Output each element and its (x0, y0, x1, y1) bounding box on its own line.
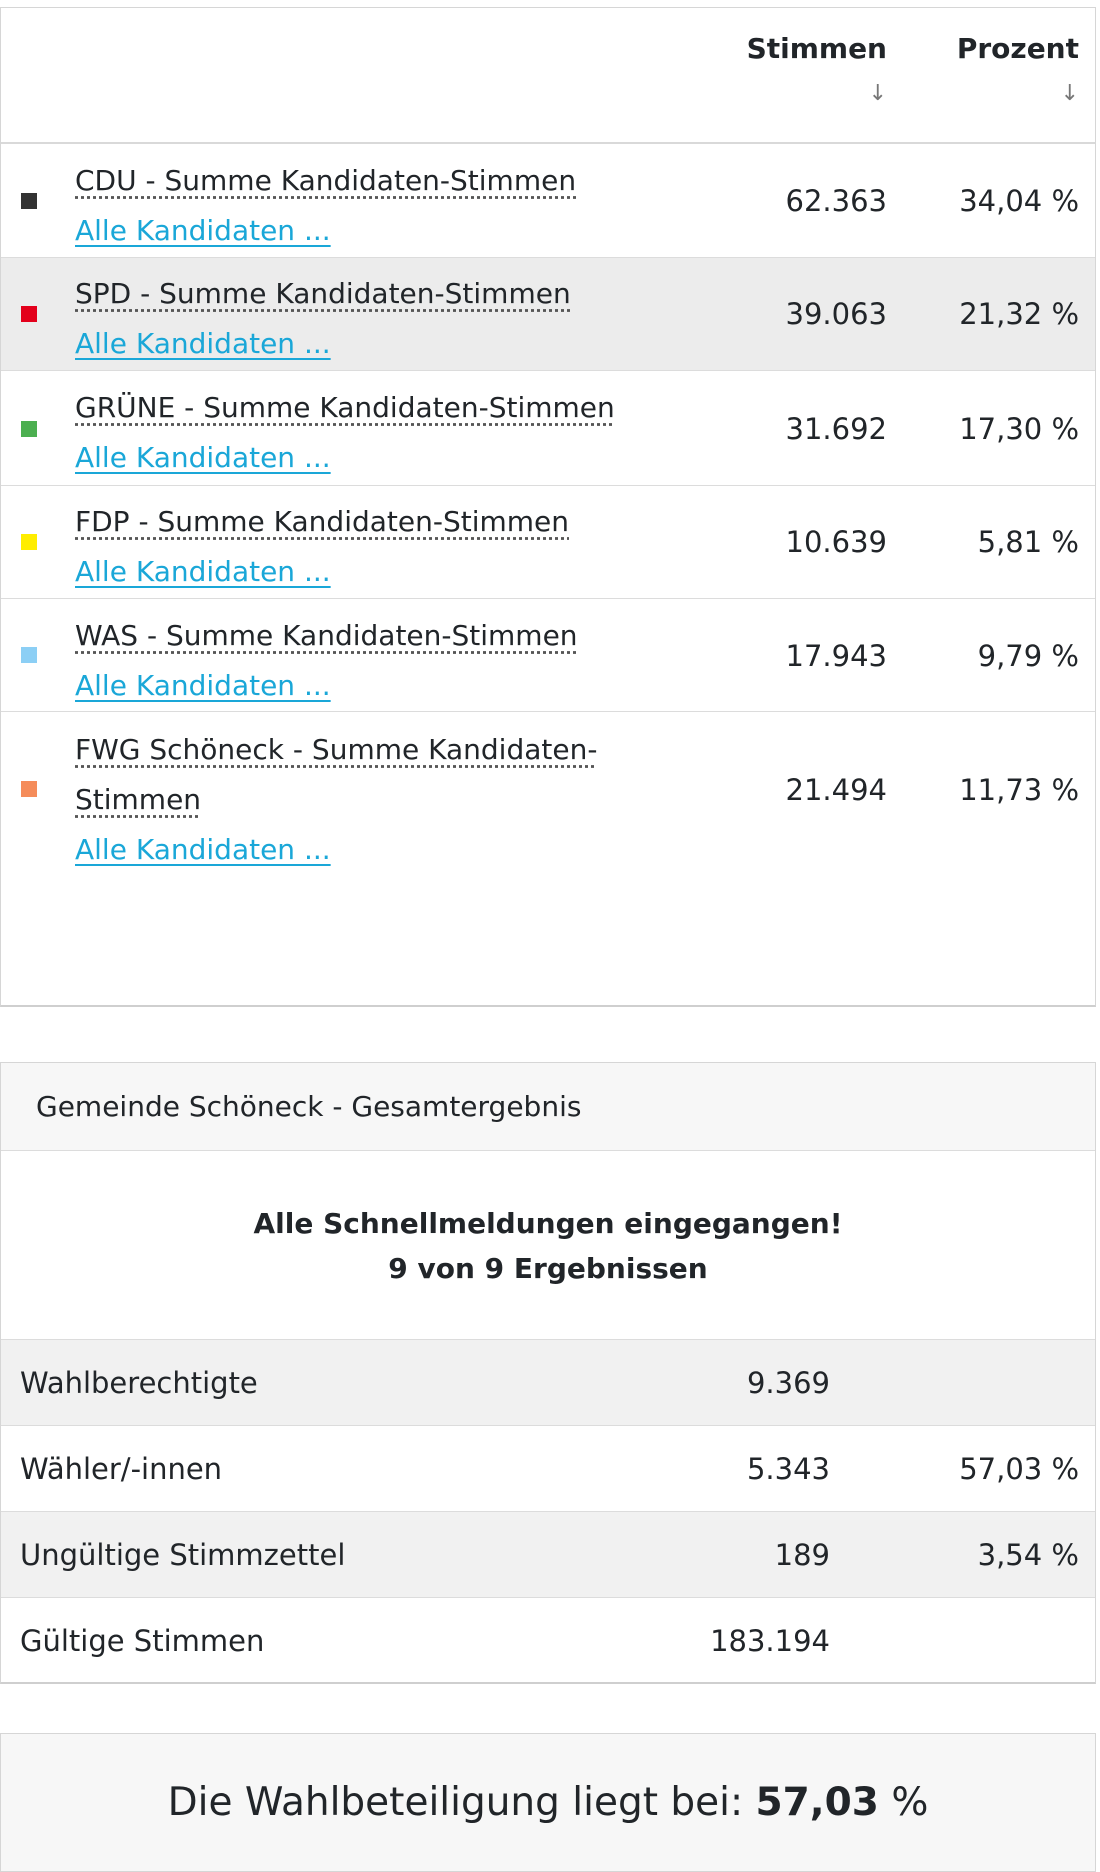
all-candidates-link[interactable]: Alle Kandidaten ... (75, 833, 331, 866)
summary-row-voters: Wähler/-innen 5.343 57,03 % (1, 1425, 1095, 1511)
all-candidates-link[interactable]: Alle Kandidaten ... (75, 441, 331, 474)
votes-value: 10.639 (785, 525, 887, 559)
column-header-percent[interactable]: Prozent ↓ (956, 32, 1079, 106)
votes-value: 21.494 (785, 773, 887, 807)
party-name: FDP - Summe Kandidaten-Stimmen (75, 505, 570, 538)
percent-value: 21,32 % (959, 297, 1079, 331)
party-color-swatch (21, 647, 37, 663)
party-color-swatch (21, 306, 37, 322)
table-row: GRÜNE - Summe Kandidaten-Stimmen Alle Ka… (1, 371, 1095, 486)
all-candidates-link[interactable]: Alle Kandidaten ... (75, 327, 331, 360)
turnout-value: 57,03 (755, 1780, 879, 1825)
percent-value: 9,79 % (977, 639, 1079, 673)
summary-row-eligible-voters: Wahlberechtigte 9.369 (1, 1339, 1095, 1425)
results-table: Stimmen ↓ Prozent ↓ CDU - Summe Kandidat… (0, 7, 1096, 1007)
party-color-swatch (21, 534, 37, 550)
party-name: SPD - Summe Kandidaten-Stimmen (75, 277, 571, 310)
table-row: FDP - Summe Kandidaten-Stimmen Alle Kand… (1, 486, 1095, 599)
table-row: SPD - Summe Kandidaten-Stimmen Alle Kand… (1, 258, 1095, 371)
table-row: CDU - Summe Kandidaten-Stimmen Alle Kand… (1, 144, 1095, 258)
summary-row-valid-votes: Gültige Stimmen 183.194 (1, 1597, 1095, 1683)
turnout-label: Die Wahlbeteiligung liegt bei: (167, 1780, 744, 1825)
turnout-unit: % (891, 1780, 929, 1825)
summary-title: Gemeinde Schöneck - Gesamtergebnis (1, 1063, 1095, 1151)
party-name: WAS - Summe Kandidaten-Stimmen (75, 619, 578, 652)
all-candidates-link[interactable]: Alle Kandidaten ... (75, 669, 331, 702)
table-row: FWG Schöneck - Summe Kandidaten- Stimmen … (1, 712, 1095, 866)
summary-panel: Gemeinde Schöneck - Gesamtergebnis Alle … (0, 1062, 1096, 1684)
sort-arrow-down-icon[interactable]: ↓ (1060, 81, 1079, 106)
percent-value: 5,81 % (977, 525, 1079, 559)
results-count: 9 von 9 Ergebnissen (388, 1252, 708, 1285)
party-color-swatch (21, 193, 37, 209)
votes-value: 62.363 (785, 184, 887, 218)
all-candidates-link[interactable]: Alle Kandidaten ... (75, 555, 331, 588)
party-name: CDU - Summe Kandidaten-Stimmen (75, 164, 577, 197)
reporting-status: Alle Schnellmeldungen eingegangen! 9 von… (1, 1151, 1095, 1339)
percent-value: 34,04 % (959, 184, 1079, 218)
percent-value: 17,30 % (959, 412, 1079, 446)
summary-row-invalid-ballots: Ungültige Stimmzettel 189 3,54 % (1, 1511, 1095, 1597)
column-header-votes[interactable]: Stimmen ↓ (746, 32, 887, 106)
percent-value: 11,73 % (959, 773, 1079, 807)
party-name: GRÜNE - Summe Kandidaten-Stimmen (75, 391, 615, 424)
turnout-box: Die Wahlbeteiligung liegt bei: 57,03 % (0, 1733, 1096, 1872)
party-name: FWG Schöneck - Summe Kandidaten- Stimmen (75, 733, 598, 816)
sort-arrow-down-icon[interactable]: ↓ (868, 81, 887, 106)
party-color-swatch (21, 421, 37, 437)
party-color-swatch (21, 781, 37, 797)
votes-value: 31.692 (785, 412, 887, 446)
table-row: WAS - Summe Kandidaten-Stimmen Alle Kand… (1, 599, 1095, 712)
all-candidates-link[interactable]: Alle Kandidaten ... (75, 214, 331, 247)
votes-value: 17.943 (785, 639, 887, 673)
status-message: Alle Schnellmeldungen eingegangen! (253, 1207, 843, 1240)
votes-value: 39.063 (785, 297, 887, 331)
table-header: Stimmen ↓ Prozent ↓ (1, 8, 1095, 144)
